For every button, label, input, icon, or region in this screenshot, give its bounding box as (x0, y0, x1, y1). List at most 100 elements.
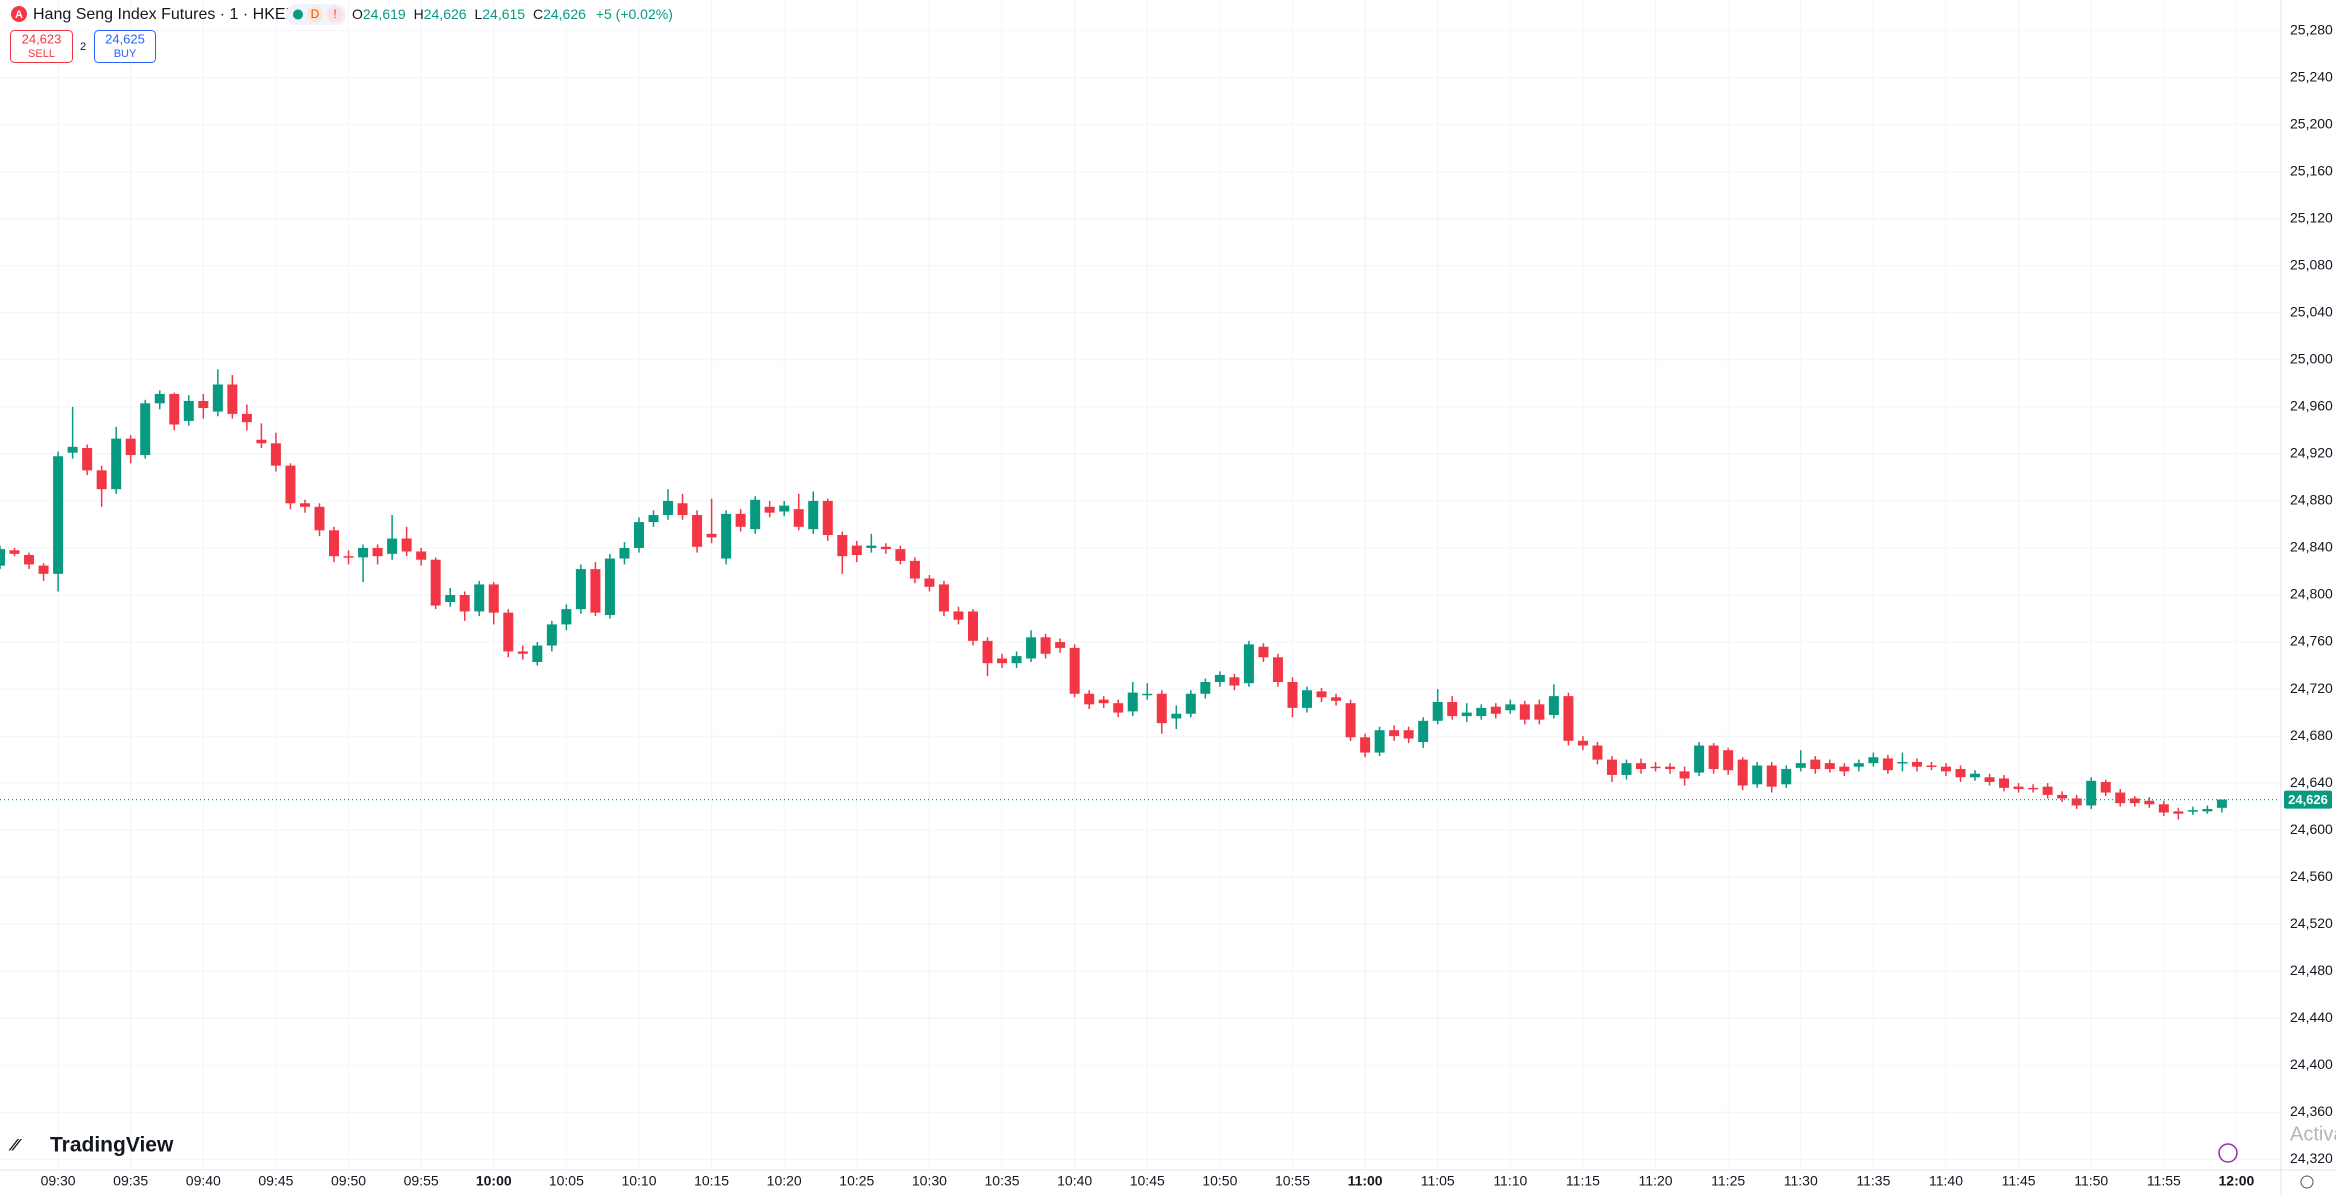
x-tick-label: 11:50 (2074, 1173, 2108, 1189)
candle-body (459, 594, 470, 612)
candle-body (474, 584, 485, 612)
badge-label: ! (333, 7, 336, 21)
candle-body (2216, 799, 2227, 808)
candle-body (604, 558, 615, 615)
candle-body (2173, 811, 2184, 814)
candle-body (1999, 778, 2010, 788)
x-tick-label: 12:00 (2219, 1173, 2255, 1189)
candle-body (1316, 691, 1327, 698)
candle-body (1868, 757, 1879, 764)
candle-body (1534, 704, 1545, 720)
buy-label: BUY (114, 48, 137, 60)
ohlc-key: L (474, 6, 482, 22)
candle-body (866, 545, 877, 548)
candle-body (967, 611, 978, 641)
candle-body (2013, 786, 2024, 790)
candle-body (575, 569, 586, 610)
alert-icon[interactable] (2218, 1143, 2238, 1163)
ohlc-value: 24,615 (482, 6, 525, 22)
candle-body (924, 578, 935, 587)
candle-body (169, 393, 180, 425)
candle-body (750, 499, 761, 530)
candle-body (1374, 730, 1385, 753)
y-tick-label: 24,440 (2290, 1009, 2333, 1025)
y-tick-label: 24,600 (2290, 821, 2333, 837)
candle-body (82, 448, 93, 471)
x-tick-label: 11:10 (1493, 1173, 1527, 1189)
candle-body (198, 400, 209, 409)
candle-body (721, 513, 732, 559)
ohlc-key: H (414, 6, 424, 22)
candle-body (1606, 759, 1617, 775)
candle-body (2028, 787, 2039, 790)
candle-body (9, 550, 20, 554)
candle-body (1476, 707, 1487, 717)
candle-body (808, 500, 819, 530)
x-tick-label: 10:20 (767, 1173, 802, 1189)
x-tick-label: 10:35 (985, 1173, 1020, 1189)
candle-body (1461, 712, 1472, 717)
buy-button[interactable] (94, 30, 156, 63)
x-tick-label: 09:30 (41, 1173, 76, 1189)
candle-body (1882, 758, 1893, 771)
symbol-title[interactable]: Hang Seng Index Futures · 1 · HKEX (33, 6, 297, 23)
y-tick-label: 24,520 (2290, 915, 2333, 931)
candle-body (1432, 702, 1443, 721)
candle-body (1824, 763, 1835, 770)
candle-body (1040, 637, 1051, 654)
badge (307, 6, 323, 23)
y-tick-label: 24,800 (2290, 586, 2333, 602)
buy-price: 24,625 (105, 31, 145, 46)
x-tick-label: 11:40 (1929, 1173, 1963, 1189)
candle-body (1185, 693, 1196, 714)
badge-label: D (311, 7, 320, 21)
change: +5 (+0.02%) (596, 6, 673, 22)
symbol-icon[interactable] (11, 6, 27, 22)
ohlc-value: 24,626 (543, 6, 586, 22)
candle-body (561, 609, 572, 625)
candle-body (619, 547, 630, 559)
candle-body (358, 547, 369, 558)
candle-body (183, 400, 194, 421)
candle-body (532, 645, 543, 663)
candle-body (1331, 697, 1342, 701)
candle-body (1737, 759, 1748, 786)
x-tick-label: 10:05 (549, 1173, 584, 1189)
candle-body (1403, 730, 1414, 739)
x-tick-label: 10:45 (1130, 1173, 1165, 1189)
candle-body (1447, 702, 1458, 717)
candle-body (546, 624, 557, 646)
candle-body (1505, 704, 1516, 711)
y-tick-label: 24,480 (2290, 962, 2333, 978)
y-tick-label: 24,320 (2290, 1150, 2333, 1166)
y-tick-label: 25,200 (2290, 115, 2333, 131)
candle-body (822, 500, 833, 536)
candle-body (2057, 794, 2068, 799)
ohlc-key: C (533, 6, 543, 22)
spread: 2 (80, 41, 86, 53)
badge (327, 6, 343, 23)
candle-body (1795, 763, 1806, 768)
candle-body (1592, 745, 1603, 760)
candle-body (1853, 763, 1864, 767)
sell-button[interactable] (10, 30, 73, 63)
brand[interactable]: TradingView (50, 1134, 174, 1157)
y-tick-label: 25,080 (2290, 256, 2333, 272)
candle-body (938, 584, 949, 612)
ohlc: O24,619 H24,626 L24,615 C24,626 +5 (+0.0… (352, 6, 673, 22)
watermark: Activa (2290, 1123, 2336, 1145)
candle-body (1563, 696, 1574, 741)
candle-body (314, 506, 325, 531)
y-tick-label: 24,880 (2290, 492, 2333, 508)
candle-body (227, 384, 238, 414)
candle-body (140, 403, 151, 456)
x-tick-label: 10:50 (1202, 1173, 1237, 1189)
y-tick-label: 24,760 (2290, 633, 2333, 649)
market-status (293, 9, 303, 20)
candle-body (256, 439, 267, 444)
candle-body (1287, 682, 1298, 708)
settings-icon[interactable] (2300, 1175, 2314, 1189)
candle-body (125, 438, 136, 456)
candle-body (1127, 692, 1138, 712)
x-tick-label: 11:05 (1421, 1173, 1455, 1189)
